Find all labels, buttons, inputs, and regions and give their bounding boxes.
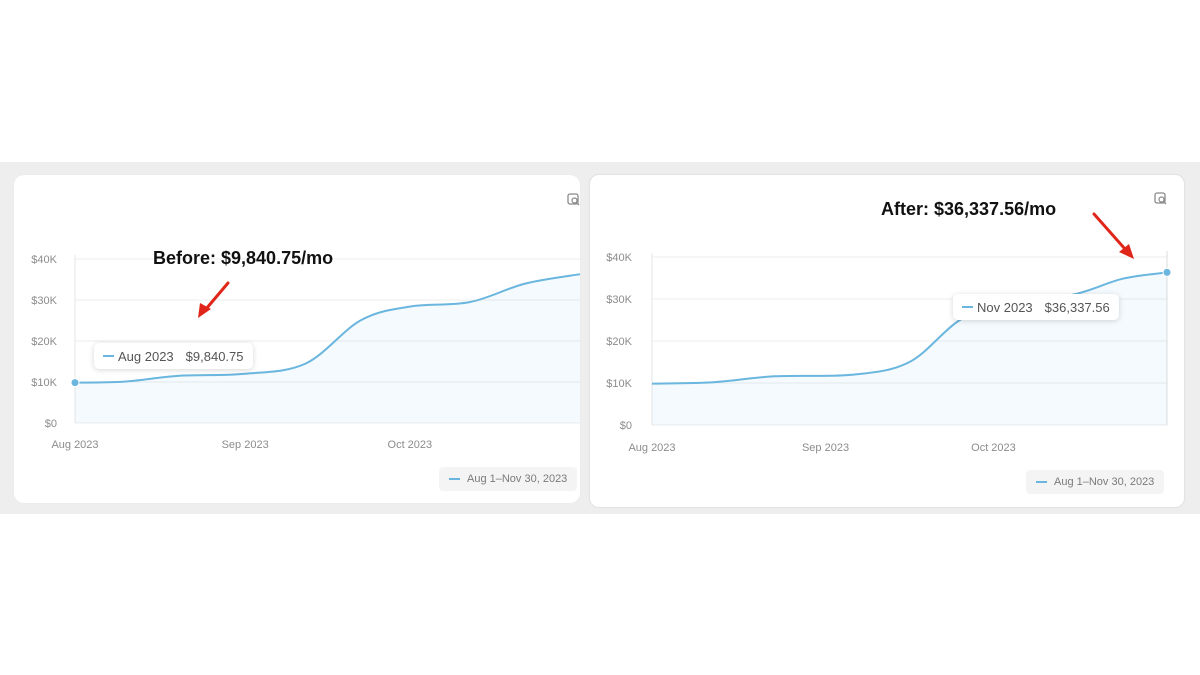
y-tick-label: $30K — [31, 295, 57, 307]
zoom-icon[interactable] — [1154, 192, 1168, 206]
tooltip-before: Aug 2023 $9,840.75 — [94, 343, 253, 369]
tooltip-value: $36,337.56 — [1044, 299, 1110, 315]
x-tick-label: Sep 2023 — [222, 439, 269, 451]
legend-swatch — [449, 478, 460, 480]
series-swatch — [962, 306, 973, 308]
series-swatch — [103, 355, 114, 357]
arrow-shaft — [204, 281, 230, 311]
x-axis: Aug 2023 Sep 2023 Oct 2023 — [51, 439, 432, 451]
tooltip-after: Nov 2023 $36,337.56 — [953, 294, 1119, 320]
y-tick-label: $10K — [606, 378, 632, 390]
y-tick-label: $40K — [31, 254, 57, 266]
area-series — [70, 273, 581, 423]
legend-before[interactable]: Aug 1–Nov 30, 2023 — [439, 467, 578, 491]
x-tick-label: Aug 2023 — [51, 439, 98, 451]
highlight-marker — [70, 378, 80, 388]
tooltip-label: Nov 2023 — [977, 299, 1033, 315]
y-tick-label: $0 — [45, 418, 57, 430]
y-tick-label: $20K — [31, 336, 57, 348]
arrow-before — [198, 281, 230, 318]
arrow-head — [198, 303, 211, 318]
arrow-shaft — [1092, 212, 1127, 251]
tooltip-value: $9,840.75 — [185, 348, 244, 364]
grid — [74, 255, 580, 424]
x-tick-label: Aug 2023 — [628, 442, 675, 454]
arrow-head — [1119, 244, 1134, 259]
legend-label: Aug 1–Nov 30, 2023 — [467, 473, 568, 485]
y-axis: $40K $30K $20K $10K $0 — [606, 252, 632, 432]
legend-swatch — [1036, 481, 1047, 483]
y-tick-label: $10K — [31, 377, 57, 389]
y-tick-label: $20K — [606, 336, 632, 348]
callout-after: After: $36,337.56/mo — [881, 199, 1057, 219]
x-tick-label: Sep 2023 — [802, 442, 849, 454]
arrow-after — [1092, 212, 1134, 259]
y-axis: $40K $30K $20K $10K $0 — [31, 254, 57, 430]
x-tick-label: Oct 2023 — [388, 439, 433, 451]
legend-after[interactable]: Aug 1–Nov 30, 2023 — [1026, 470, 1165, 494]
chart-card-before: $40K $30K $20K $10K $0 Aug 2023 Sep 2023 Oct 2… — [14, 175, 581, 503]
highlight-marker — [1162, 267, 1172, 277]
callout-before: Before: $9,840.75/mo — [153, 248, 334, 268]
y-tick-label: $40K — [606, 252, 632, 264]
y-tick-label: $0 — [620, 420, 632, 432]
x-tick-label: Oct 2023 — [971, 442, 1016, 454]
series-line — [651, 271, 1168, 385]
chart-card-after: $40K $30K $20K $10K $0 Aug 2023 Sep 2023 Oct 2… — [589, 174, 1185, 508]
series-line — [74, 273, 581, 384]
x-axis: Aug 2023 Sep 2023 Oct 2023 — [628, 442, 1015, 454]
tooltip-label: Aug 2023 — [118, 348, 174, 364]
zoom-icon[interactable] — [567, 193, 581, 207]
line-chart-before: $40K $30K $20K $10K $0 Aug 2023 Sep 2023 Oct 2… — [31, 254, 581, 451]
legend-label: Aug 1–Nov 30, 2023 — [1054, 476, 1155, 488]
y-tick-label: $30K — [606, 294, 632, 306]
